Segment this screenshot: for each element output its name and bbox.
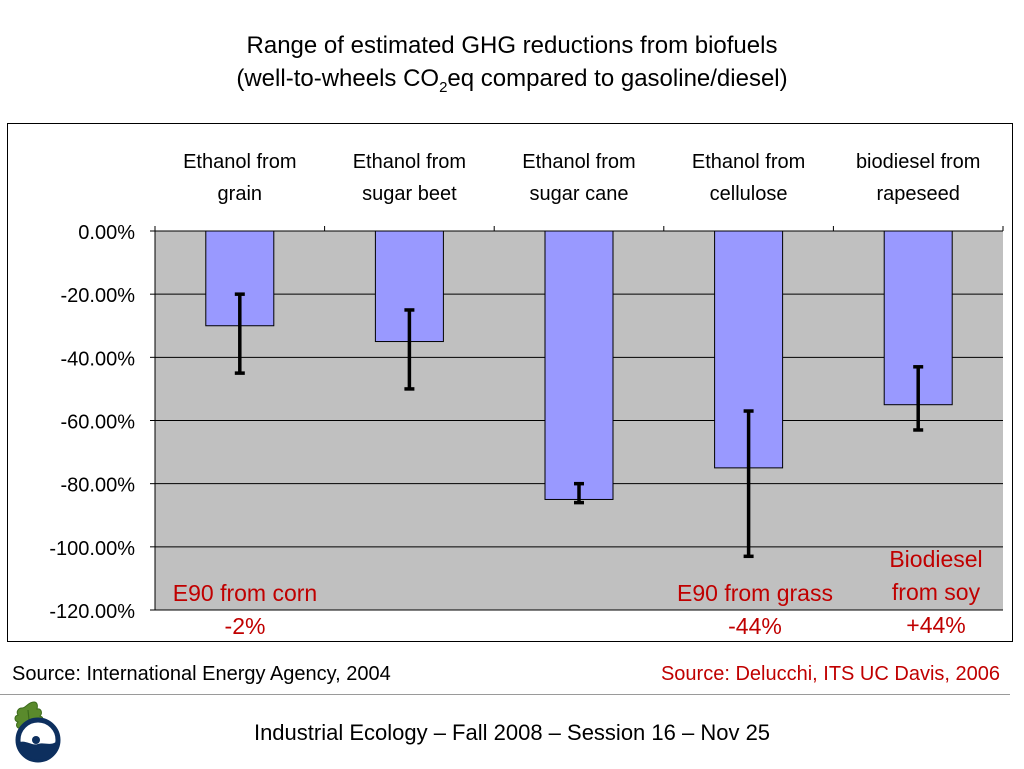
y-tick-label: 0.00% xyxy=(78,222,135,244)
title-line-2: (well-to-wheels CO2eq compared to gasoli… xyxy=(0,62,1024,104)
y-tick-label: -100.00% xyxy=(49,538,135,560)
category-label: cellulose xyxy=(710,183,788,205)
category-label: rapeseed xyxy=(876,183,959,205)
y-tick-label: -80.00% xyxy=(61,475,136,497)
category-label: Ethanol from xyxy=(522,151,635,173)
category-label: Ethanol from xyxy=(692,151,805,173)
title-line-1: Range of estimated GHG reductions from b… xyxy=(246,32,778,59)
source-delucchi: Source: Delucchi, ITS UC Davis, 2006 xyxy=(660,663,1000,685)
note-biodiesel-soy: Biodiesel from soy +44% xyxy=(866,543,1006,642)
chart-title: Range of estimated GHG reductions from b… xyxy=(0,29,1024,104)
footer-text: Industrial Ecology – Fall 2008 – Session… xyxy=(253,720,771,745)
oak-leaf-globe-icon xyxy=(8,700,68,769)
note-e90-corn-value: -2% xyxy=(224,613,266,639)
category-label: biodiesel from xyxy=(856,151,981,173)
chart-frame: 0.00% -20.00% -40.00% -60.00% -80.00% -100.00… xyxy=(7,123,1013,642)
category-label: sugar cane xyxy=(530,183,629,205)
footer-divider xyxy=(0,694,1010,695)
note-biodiesel-soy-line1: Biodiesel xyxy=(889,546,983,572)
category-label: Ethanol from xyxy=(183,151,296,173)
note-e90-corn-label: E90 from corn xyxy=(172,580,318,606)
category-label: grain xyxy=(218,183,262,205)
y-tick-label: -120.00% xyxy=(49,601,135,623)
note-e90-grass-value: -44% xyxy=(728,613,782,639)
note-e90-corn: E90 from corn -2% xyxy=(150,577,340,643)
bar xyxy=(544,230,614,500)
category-label: Ethanol from xyxy=(353,151,466,173)
title-line-2-post: eq compared to gasoline/diesel) xyxy=(447,65,788,92)
note-e90-grass-label: E90 from grass xyxy=(677,580,833,606)
y-tick-label: -20.00% xyxy=(61,285,136,307)
note-biodiesel-soy-value: +44% xyxy=(906,612,966,638)
note-e90-grass: E90 from grass -44% xyxy=(650,577,860,643)
title-line-2-pre: (well-to-wheels CO xyxy=(236,65,440,92)
source-iea: Source: International Energy Agency, 200… xyxy=(12,663,391,685)
category-label: sugar beet xyxy=(362,183,457,205)
note-biodiesel-soy-line2: from soy xyxy=(891,579,981,605)
title-subscript: 2 xyxy=(439,78,448,96)
y-tick-label: -40.00% xyxy=(61,348,136,370)
y-tick-label: -60.00% xyxy=(61,412,136,434)
bar-chart: 0.00% -20.00% -40.00% -60.00% -80.00% -100.00… xyxy=(49,151,1004,623)
